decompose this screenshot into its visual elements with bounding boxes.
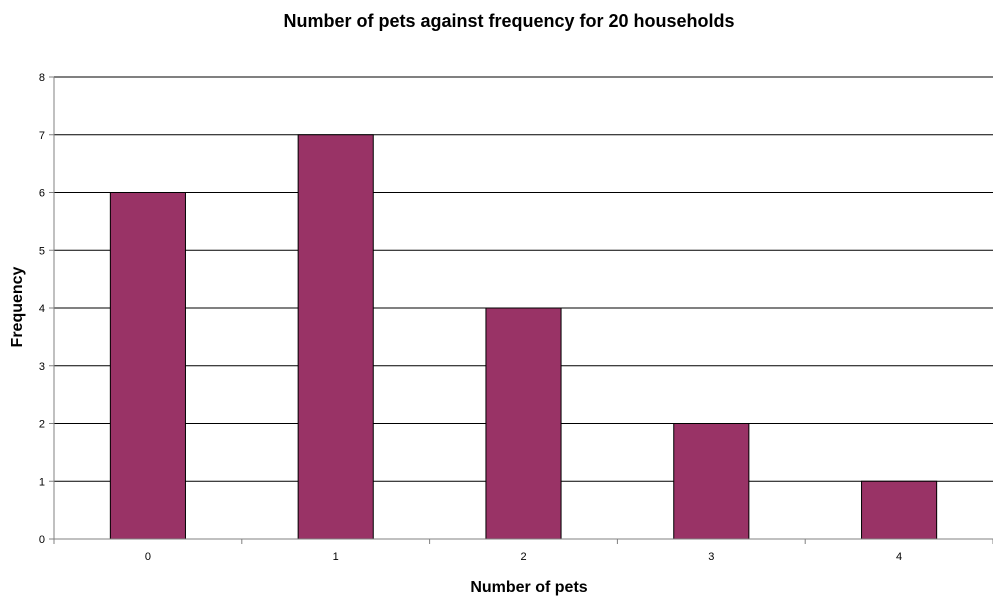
- x-tick-labels: 0 1 2 3 4: [145, 551, 902, 563]
- axes: [49, 76, 993, 544]
- y-tick-label: 1: [39, 476, 45, 488]
- bar-1: [297, 134, 374, 540]
- y-tick-label: 4: [39, 303, 45, 315]
- x-axis-title: Number of pets: [470, 579, 587, 596]
- y-tick-label: 2: [39, 419, 45, 431]
- bars: [109, 134, 938, 540]
- bar-4: [861, 480, 938, 540]
- y-axis-title: Frequency: [9, 266, 26, 347]
- bar-3: [673, 423, 750, 540]
- y-tick-label: 0: [39, 534, 45, 546]
- y-tick-label: 3: [39, 361, 45, 373]
- x-tick-label: 2: [520, 551, 526, 563]
- y-tick-label: 5: [39, 245, 45, 257]
- x-tick-label: 1: [333, 551, 339, 563]
- x-tick-label: 0: [145, 551, 151, 563]
- y-tick-labels: 0 1 2 3 4 5 6 7 8: [39, 72, 45, 546]
- y-tick-label: 6: [39, 188, 45, 200]
- y-tick-label: 8: [39, 72, 45, 84]
- bar-2: [485, 307, 562, 540]
- bar-0: [109, 192, 186, 540]
- x-tick-label: 4: [896, 551, 902, 563]
- x-tick-label: 3: [708, 551, 714, 563]
- y-tick-label: 7: [39, 130, 45, 142]
- chart-title: Number of pets against frequency for 20 …: [283, 11, 734, 31]
